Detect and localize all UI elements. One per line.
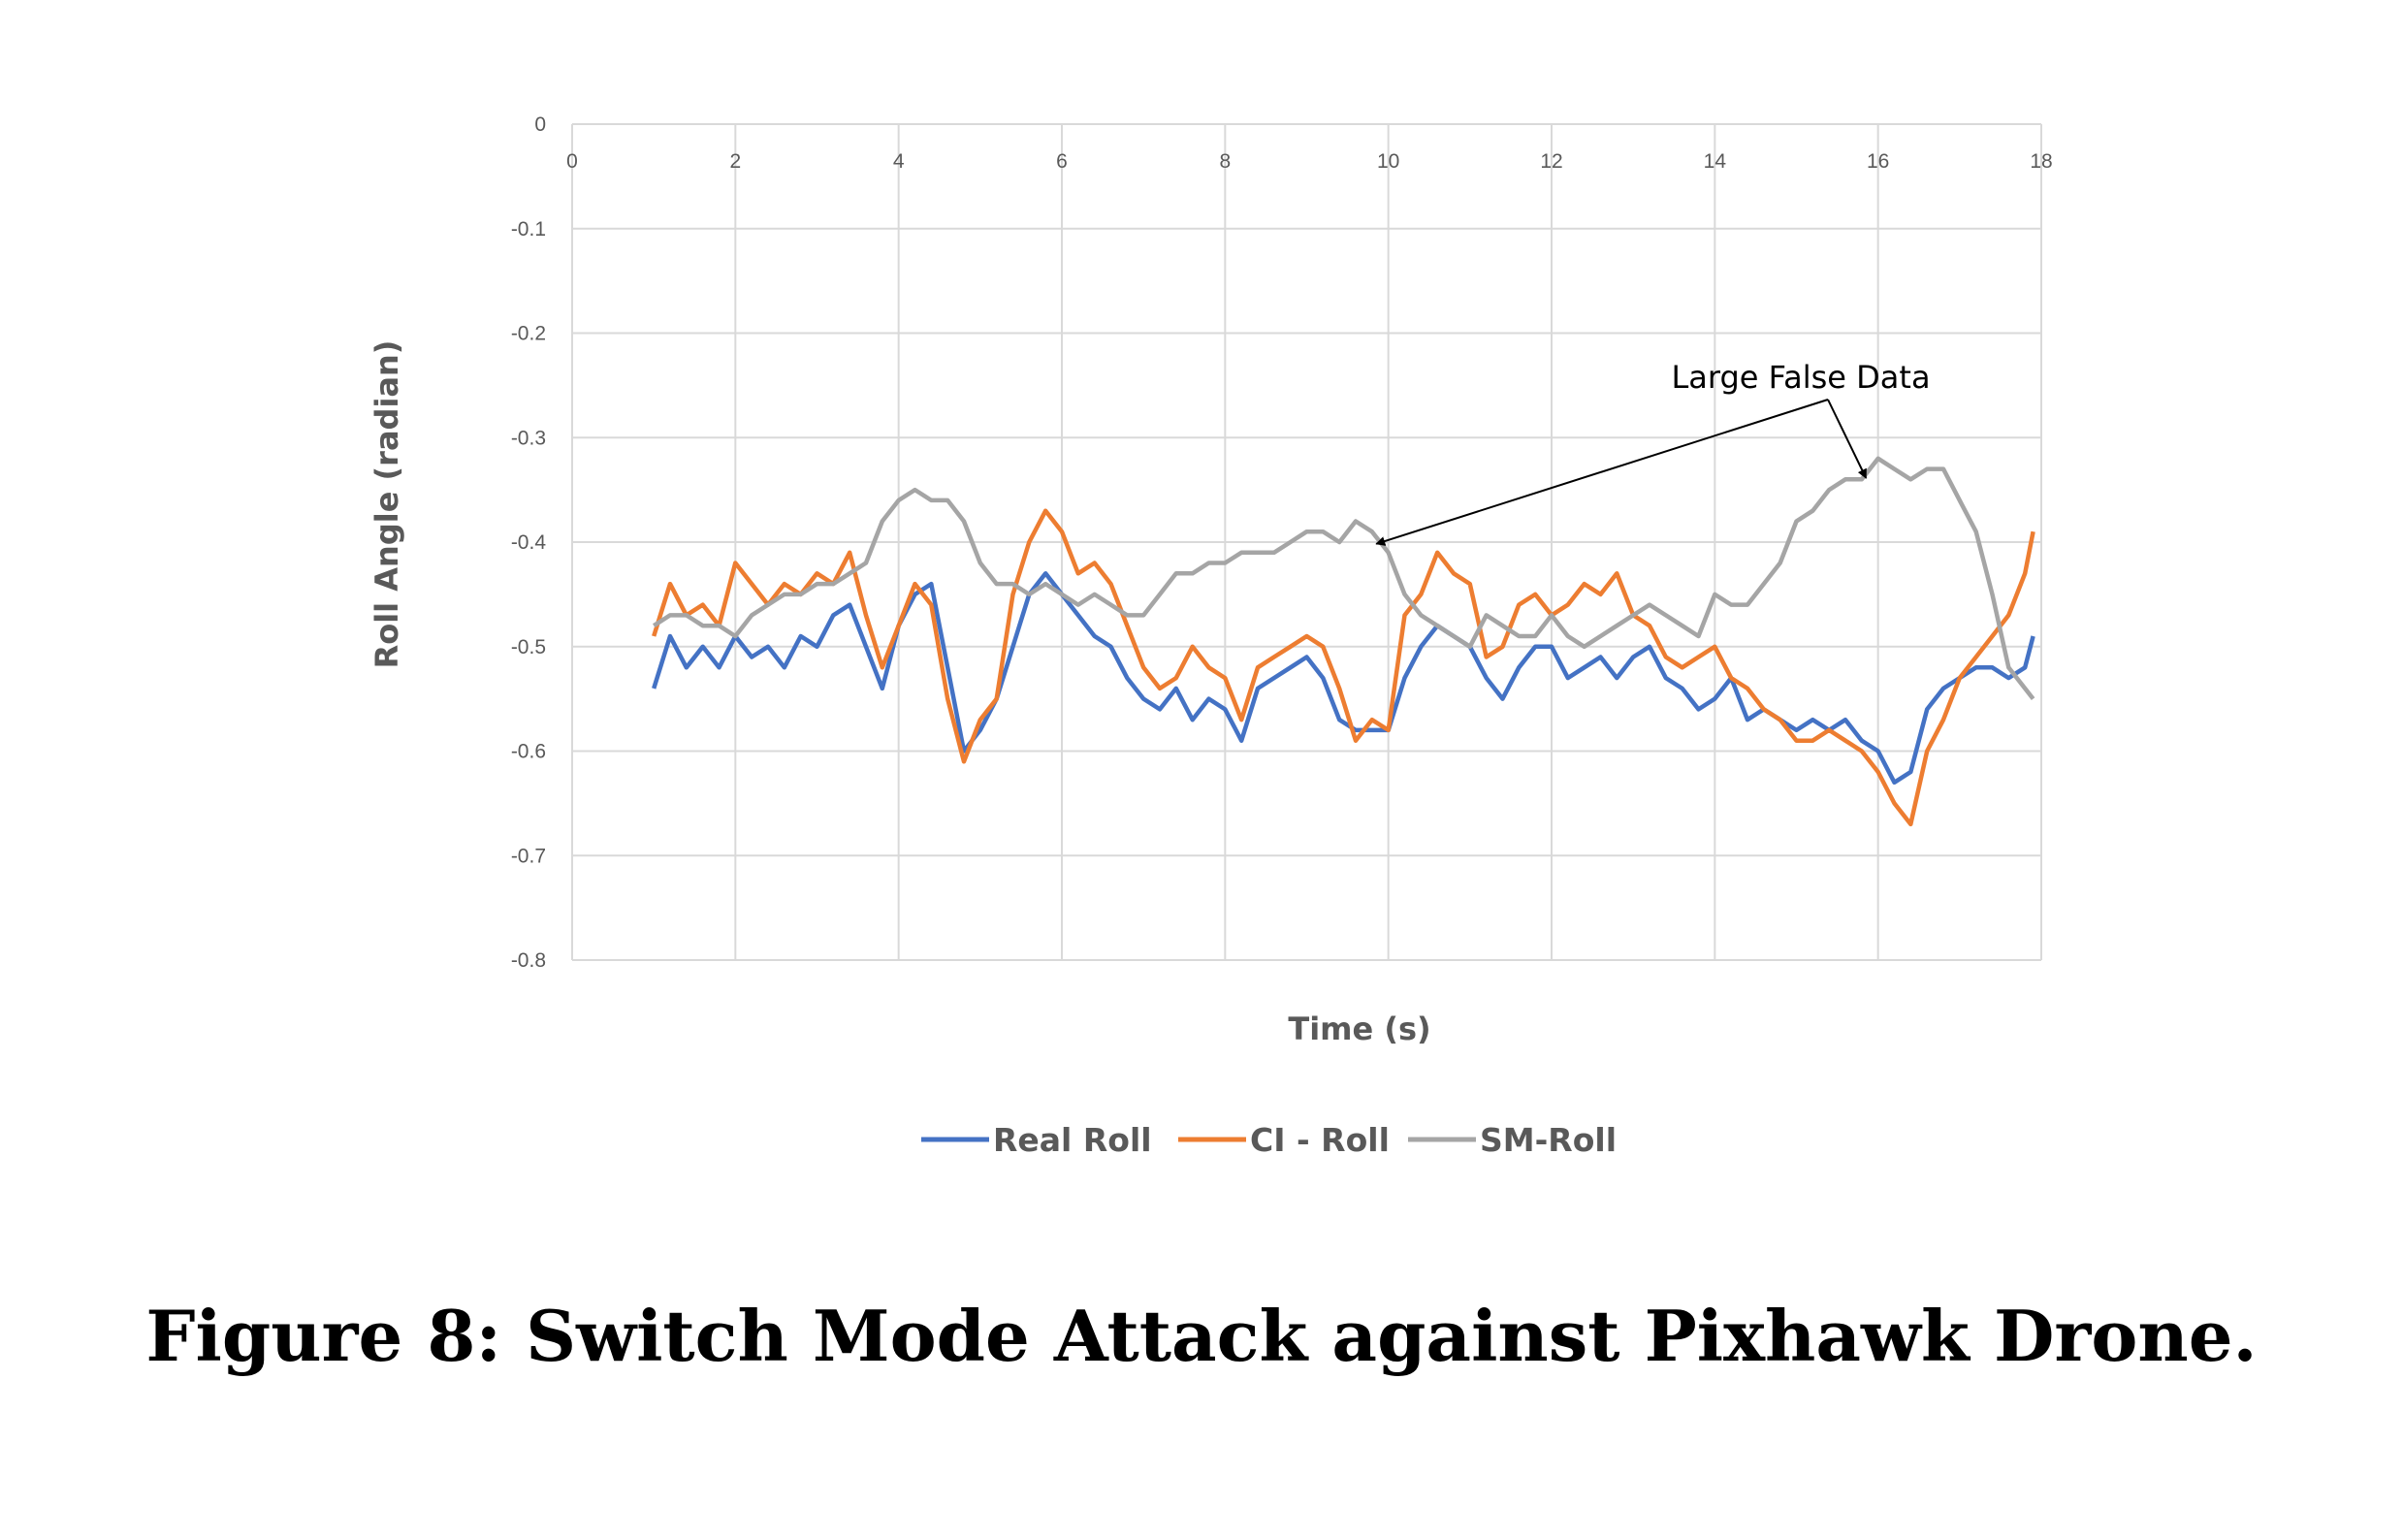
x-tick-label: 12 [1540,150,1562,173]
x-tick-label: 8 [1219,150,1231,173]
roll-angle-chart: 0 2 4 6 8 10 12 14 16 18 0 -0.1 -0.2 -0.3 -0.4 -0.5 -0.… [368,113,2053,1159]
series-line [652,508,2035,827]
x-tick-label: 0 [566,150,578,173]
x-tick-label: 18 [2030,150,2052,173]
grid-lines [571,123,2042,961]
series-line [652,571,2035,786]
y-tick-label: -0.3 [511,427,546,449]
y-tick-label: -0.4 [511,531,547,554]
annotation-text: Large False Data [1671,359,1930,396]
x-tick-label: 16 [1867,150,1889,173]
y-tick-label: -0.7 [511,845,546,867]
legend-label: SM-Roll [1480,1121,1617,1159]
x-tick-label: 10 [1377,150,1399,173]
annotation-arrow [1827,399,1868,479]
legend-label: CI - Roll [1250,1121,1390,1159]
x-tick-labels: 0 2 4 6 8 10 12 14 16 18 [566,150,2053,173]
series-lines [652,456,2035,827]
x-axis-title: Time (s) [1288,1011,1430,1047]
y-tick-label: -0.2 [511,323,546,345]
x-tick-label: 14 [1704,150,1727,173]
x-tick-label: 4 [893,150,905,173]
y-tick-label: -0.5 [511,636,546,658]
annotation-arrow [1375,399,1829,546]
figure-caption: Figure 8: Switch Mode Attack against Pix… [145,1295,2258,1377]
series-line [652,456,2035,700]
y-axis-title: Roll Angle (radian) [368,340,405,669]
legend-label: Real Roll [993,1121,1152,1159]
legend: Real Roll CI - Roll SM-Roll [921,1121,1617,1159]
x-tick-label: 6 [1056,150,1068,173]
x-tick-label: 2 [729,150,741,173]
y-tick-label: -0.8 [511,949,546,972]
y-tick-label: -0.6 [511,741,546,763]
y-tick-labels: 0 -0.1 -0.2 -0.3 -0.4 -0.5 -0.6 -0.7 -0.8 [511,113,547,972]
y-tick-label: -0.1 [511,218,546,241]
y-tick-label: 0 [534,113,546,136]
annotation: Large False Data [1375,359,1931,546]
